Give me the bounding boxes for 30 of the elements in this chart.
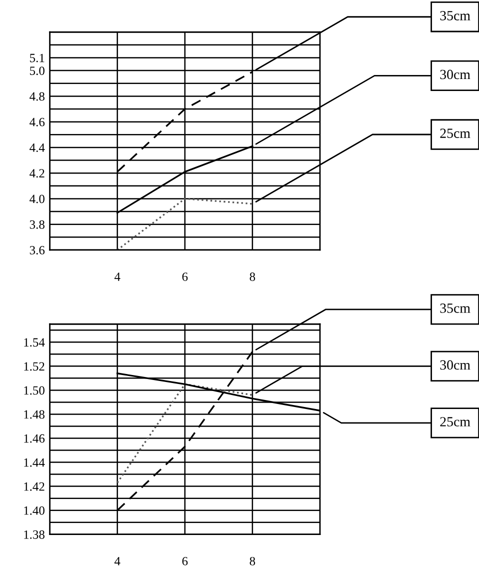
y-tick-label: 1.40: [24, 506, 44, 515]
y-tick-label: 1.54: [24, 338, 45, 347]
y-tick-label: 3.6: [30, 246, 45, 254]
y-tick-label: 1.52: [24, 362, 44, 371]
y-tick-label: 4.0: [30, 194, 44, 204]
y-tick-label: 1.42: [24, 482, 44, 491]
y-tick-label: 1.50: [24, 386, 44, 395]
y-tick-label: 3.8: [30, 220, 44, 229]
y-tick-label: 1.38: [24, 530, 44, 539]
y-tick-label: 1.44: [24, 458, 45, 467]
y-tick-label: 5.1: [30, 54, 44, 62]
x-tick-label: 4: [114, 557, 120, 566]
y-tick-label: 5.0: [30, 66, 44, 76]
text: 25cm: [440, 128, 470, 138]
x-tick-label: 6: [182, 556, 188, 566]
y-tick-label: 1.48: [24, 410, 44, 419]
y-tick-label: 4.4: [30, 144, 45, 152]
y-tick-label: 4.6: [30, 118, 45, 126]
text: 35cm: [440, 11, 470, 20]
text: 35cm: [440, 304, 470, 313]
text: 30cm: [440, 70, 470, 80]
x-tick-label: 8: [250, 272, 256, 281]
x-tick-label: 8: [250, 556, 256, 566]
y-tick-label: 4.2: [30, 169, 44, 178]
y-tick-label: 4.8: [30, 92, 44, 101]
y-tick-label: 1.46: [24, 434, 45, 443]
x-tick-label: 4: [114, 272, 120, 281]
text: 30cm: [440, 360, 470, 370]
x-tick-label: 6: [182, 272, 188, 281]
text: 25cm: [440, 417, 470, 426]
